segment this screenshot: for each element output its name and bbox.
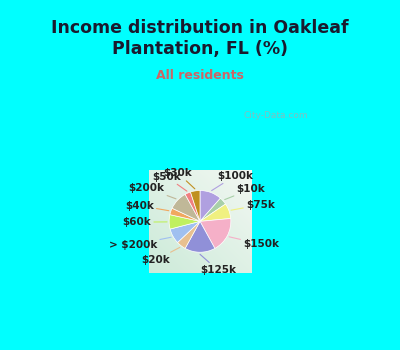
Wedge shape <box>169 215 200 229</box>
Text: $200k: $200k <box>128 183 176 199</box>
Wedge shape <box>185 222 215 252</box>
Text: $30k: $30k <box>164 168 195 189</box>
Wedge shape <box>170 208 200 222</box>
Bar <box>71 344 329 350</box>
Text: City-Data.com: City-Data.com <box>244 111 308 120</box>
Text: All residents: All residents <box>156 69 244 82</box>
Text: $10k: $10k <box>225 184 266 199</box>
Text: $40k: $40k <box>125 201 169 211</box>
Wedge shape <box>200 218 231 248</box>
Text: $150k: $150k <box>229 237 279 249</box>
Text: $50k: $50k <box>152 172 187 191</box>
Text: > $200k: > $200k <box>109 237 171 250</box>
Wedge shape <box>185 192 200 222</box>
Wedge shape <box>200 190 220 222</box>
Text: $125k: $125k <box>200 254 236 275</box>
Wedge shape <box>178 222 200 248</box>
Text: $60k: $60k <box>122 217 167 227</box>
Wedge shape <box>200 204 231 222</box>
Text: $100k: $100k <box>212 171 253 190</box>
Wedge shape <box>200 198 226 222</box>
Wedge shape <box>190 190 200 222</box>
Text: $20k: $20k <box>141 247 180 265</box>
Text: Income distribution in Oakleaf
Plantation, FL (%): Income distribution in Oakleaf Plantatio… <box>51 19 349 58</box>
Wedge shape <box>170 222 200 243</box>
Wedge shape <box>172 194 200 222</box>
Text: $75k: $75k <box>231 200 275 210</box>
